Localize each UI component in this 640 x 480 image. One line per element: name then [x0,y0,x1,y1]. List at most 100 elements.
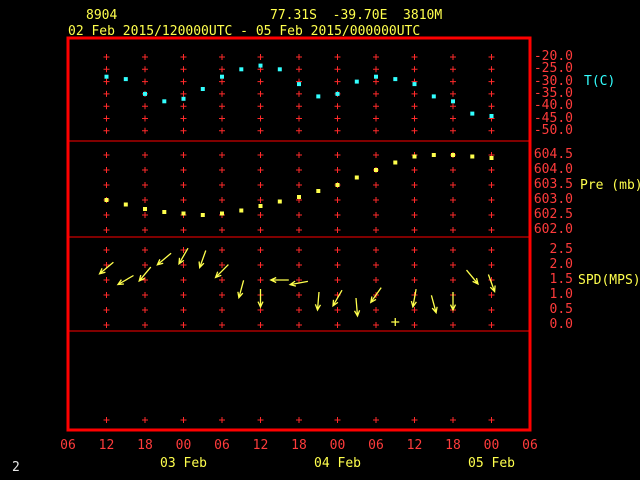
temperature-y-tick-label: -40.0 [533,98,573,114]
pressure-y-tick-label: 603.0 [533,192,573,207]
pressure-point [451,153,455,157]
temperature-point [220,74,224,79]
wind-arrow [369,287,382,304]
x-tick-label: 00 [175,438,192,453]
temperature-point [470,111,475,116]
pressure-point [277,199,282,204]
temperature-point [258,63,263,68]
wind_speed-y-tick-label: 2.5 [549,242,573,257]
pressure-point [239,208,244,213]
x-tick-label: 06 [368,438,384,453]
wind-arrow [156,252,172,266]
wind-arrow [288,280,309,287]
pressure-point [335,183,340,187]
x-tick-label: 12 [252,438,269,453]
wind-arrow [116,274,134,286]
wind-arrow [138,266,152,283]
temperature-point [393,77,398,82]
pressure-axis-title: Pre (mb) [580,178,640,193]
wind-arrow [198,250,207,269]
pressure-point [489,156,494,160]
plot-frame [66,36,532,432]
temperature-point [489,114,494,118]
wind-arrow [314,291,322,312]
x-tick-label: 00 [483,438,500,453]
wind_speed-y-tick-label: 1.0 [549,287,573,302]
temperature-y-tick-label: -50.0 [533,122,573,138]
temperature-point [335,91,340,96]
temperature-point [181,96,186,101]
wind-arrow [237,280,245,300]
wind_speed-y-tick-label: 1.5 [549,272,573,287]
pressure-point [104,198,109,202]
wind-arrow [410,288,417,309]
pressure-point [123,202,128,207]
wind-arrow [332,289,343,308]
pressure-point [297,195,301,199]
pressure-y-tick-label: 604.5 [533,147,573,162]
temperature-point [451,99,455,104]
pressure-y-tick-label: 602.5 [533,207,573,222]
temperature-point [162,99,167,104]
pressure-y-tick-label: 603.5 [533,177,573,192]
pressure-point [316,189,321,193]
temperature-point [277,67,282,72]
pressure-point [412,154,417,159]
x-date-label: 03 Feb [160,456,207,471]
temperature-point [354,79,359,84]
wind-arrow [449,292,457,312]
temperature-point [143,91,147,96]
wind-arrow [269,276,289,284]
temperature-y-tick-label: -35.0 [533,85,573,101]
x-tick-label: 06 [522,438,538,453]
temperature-y-tick-label: -20.0 [533,49,573,64]
wind-arrow [353,297,361,318]
pressure-point [220,211,224,216]
calm-marker [391,318,400,326]
wind-arrow [178,247,189,266]
pressure-point [258,204,263,208]
wind-speed-axis-title: SPD(MPS) [578,273,640,288]
temperature-point [412,82,417,87]
x-tick-label: 06 [60,438,76,453]
x-tick-label: 18 [137,438,153,453]
x-tick-label: 18 [445,438,461,453]
temperature-point [104,74,109,79]
temperature-point [316,94,321,99]
page-number: 2 [12,460,20,475]
pressure-y-tick-label: 604.0 [533,162,573,177]
x-date-label: 04 Feb [314,456,361,471]
wind-arrow [430,295,438,315]
pressure-point [374,168,378,172]
x-tick-label: 06 [214,438,230,453]
temperature-axis-title: T(C) [584,74,616,89]
wind-arrow [466,269,479,286]
wind-arrow [214,264,229,279]
x-tick-label: 18 [291,438,307,453]
time-range: 02 Feb 2015/120000UTC - 05 Feb 2015/0000… [68,24,421,39]
station-location: 77.31S -39.70E 3810M [270,8,443,23]
temperature-point [374,74,378,79]
temperature-y-tick-label: -25.0 [533,61,573,77]
pressure-point [431,153,436,157]
pressure-point [354,175,359,180]
wind_speed-y-tick-label: 2.0 [549,257,573,272]
wind-arrow [257,289,264,309]
x-tick-label: 00 [329,438,346,453]
pressure-point [143,207,147,211]
temperature-point [297,82,301,87]
wind-arrow [98,261,114,275]
temperature-y-tick-label: -45.0 [533,110,573,126]
temperature-point [431,94,436,99]
grid-plus-marks [103,54,495,423]
wind_speed-y-tick-label: 0.5 [549,302,573,317]
pressure-y-tick-label: 602.0 [533,222,573,237]
wind-arrow [487,274,496,293]
temperature-point [123,77,128,82]
pressure-point [470,154,475,159]
station-id: 8904 [86,8,118,23]
x-tick-label: 12 [98,438,115,453]
x-tick-label: 12 [406,438,423,453]
